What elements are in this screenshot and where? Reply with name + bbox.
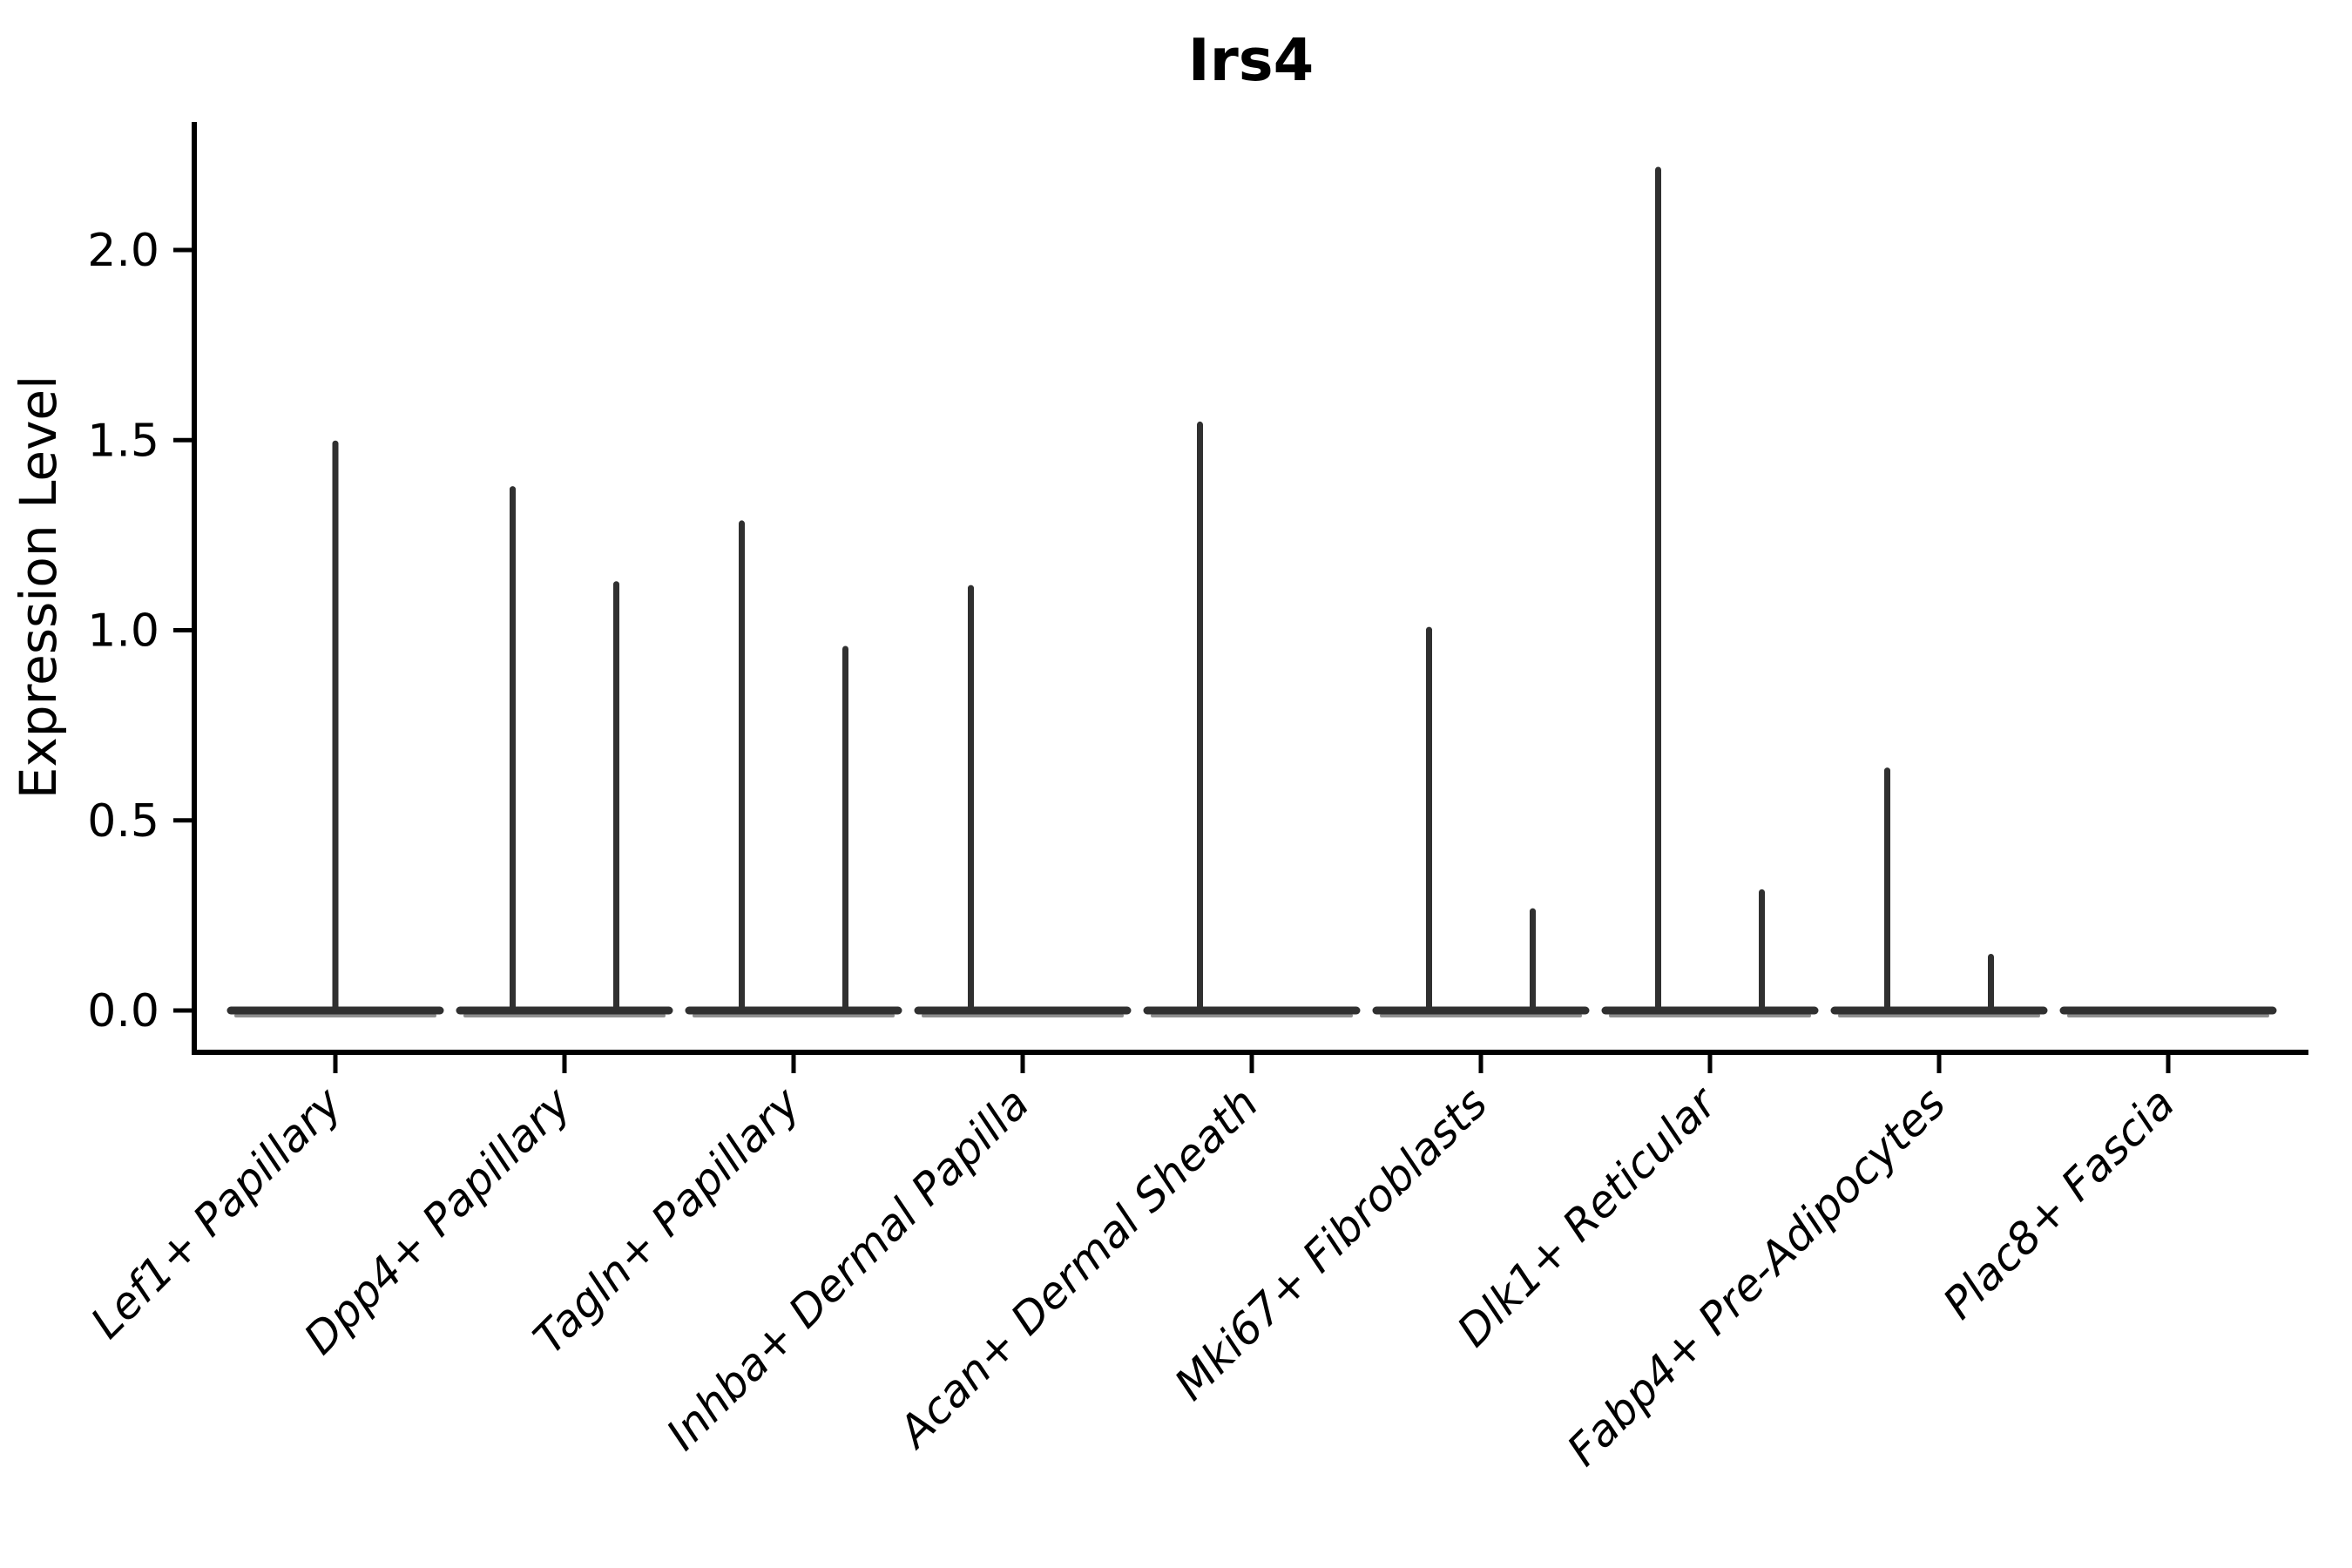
- x-tick-label: Lef1+ Papillary: [81, 1077, 352, 1348]
- y-tick-label: 1.0: [87, 605, 159, 658]
- y-tick-label: 0.5: [87, 795, 159, 848]
- violin-dlk1-reticular: [1601, 166, 1819, 1017]
- violin-lef1-papillary: [226, 440, 444, 1017]
- violin-acan-dermal-sheath: [1143, 421, 1361, 1017]
- violin-glyphs: [226, 166, 2277, 1017]
- x-tick-label: Plac8+ Fascia: [1934, 1078, 2185, 1328]
- y-axis-label: Expression Level: [9, 375, 68, 799]
- violin-tagln-papillary: [685, 520, 902, 1017]
- y-tick-label: 2.0: [87, 225, 159, 277]
- violin-inhba-dermal-papilla: [914, 585, 1132, 1017]
- y-axis-ticks: 0.0 0.5 1.0 1.5 2.0: [87, 225, 194, 1037]
- y-tick-label: 0.0: [87, 985, 159, 1037]
- x-tick-label: Acan+ Dermal Sheath: [888, 1078, 1268, 1458]
- x-tick-label: Fabp4+ Pre-Adipocytes: [1558, 1078, 1956, 1476]
- violin-mki67-fibroblasts: [1372, 626, 1590, 1017]
- x-tick-label: Inhba+ Dermal Papilla: [657, 1078, 1038, 1459]
- violin-dpp4-papillary: [456, 486, 673, 1017]
- violin-fabp4-pre-adipocytes: [1830, 767, 2048, 1017]
- violin-plac8-fascia: [2059, 1006, 2277, 1017]
- x-axis-ticks: [333, 1052, 2171, 1073]
- plot-title: Irs4: [1188, 26, 1314, 94]
- y-tick-label: 1.5: [87, 415, 159, 467]
- axes-spines: [192, 122, 2308, 1055]
